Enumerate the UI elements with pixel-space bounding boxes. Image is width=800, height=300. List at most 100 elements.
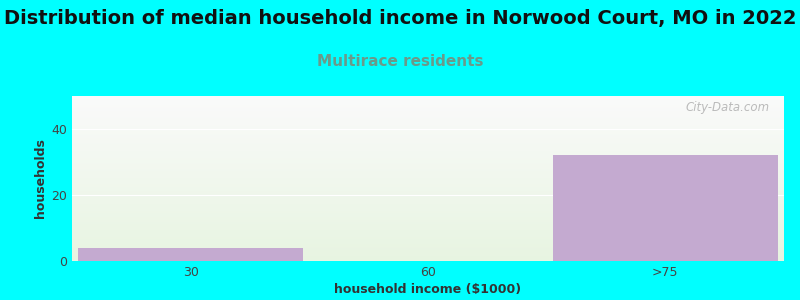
Bar [72,239,784,240]
Bar [72,238,784,239]
Bar [72,234,784,235]
Bar [72,158,784,159]
Bar [72,213,784,214]
Bar [72,144,784,145]
Bar [553,155,778,261]
Bar [72,177,784,178]
Bar [72,223,784,224]
Bar [72,96,784,97]
X-axis label: household income ($1000): household income ($1000) [334,283,522,296]
Bar [72,159,784,160]
Bar [72,108,784,109]
Bar [72,105,784,106]
Bar [72,120,784,121]
Bar [72,184,784,185]
Bar [72,118,784,119]
Bar [72,260,784,261]
Bar [72,175,784,176]
Bar [72,154,784,155]
Bar [72,149,784,150]
Bar [72,134,784,135]
Bar [72,249,784,250]
Bar [72,209,784,210]
Bar [72,181,784,182]
Bar [72,128,784,129]
Bar [72,217,784,218]
Bar [72,139,784,140]
Bar [72,114,784,115]
Bar [72,258,784,259]
Bar [72,203,784,204]
Bar [72,233,784,234]
Bar [72,163,784,164]
Bar [72,192,784,193]
Bar [72,130,784,131]
Bar [72,153,784,154]
Bar [72,255,784,256]
Bar [72,171,784,172]
Bar [72,210,784,211]
Bar [72,198,784,199]
Bar [72,112,784,113]
Bar [72,116,784,117]
Bar [72,182,784,183]
Bar [72,196,784,197]
Bar [72,135,784,136]
Bar [72,230,784,231]
Bar [72,155,784,156]
Bar [72,190,784,191]
Bar [72,167,784,168]
Bar [72,121,784,122]
Bar [72,115,784,116]
Bar [72,228,784,229]
Bar [72,104,784,105]
Bar [72,257,784,258]
Bar [72,133,784,134]
Bar [72,246,784,247]
Bar [72,237,784,238]
Bar [72,231,784,232]
Bar [72,161,784,162]
Bar [72,206,784,207]
Bar [72,187,784,188]
Bar [72,141,784,142]
Bar [72,136,784,137]
Bar [72,229,784,230]
Text: Multirace residents: Multirace residents [317,54,483,69]
Bar [72,220,784,221]
Bar [72,166,784,167]
Bar [72,242,784,243]
Bar [72,138,784,139]
Bar [72,150,784,151]
Bar [72,179,784,180]
Bar [72,169,784,170]
Bar [72,245,784,246]
Bar [72,142,784,143]
Bar [72,200,784,201]
Bar [72,125,784,126]
Bar [72,147,784,148]
Bar [72,126,784,127]
Bar [72,106,784,107]
Bar [72,132,784,133]
Bar [72,236,784,237]
Bar [72,99,784,100]
Bar [72,205,784,206]
Bar [72,140,784,141]
Bar [78,248,303,261]
Bar [72,101,784,102]
Bar [72,145,784,146]
Bar [72,215,784,216]
Bar [72,180,784,181]
Bar [72,148,784,149]
Bar [72,103,784,104]
Bar [72,97,784,98]
Bar [72,178,784,179]
Bar [72,207,784,208]
Bar [72,193,784,194]
Bar [72,186,784,187]
Bar [72,214,784,215]
Bar [72,129,784,130]
Bar [72,164,784,165]
Bar [72,173,784,174]
